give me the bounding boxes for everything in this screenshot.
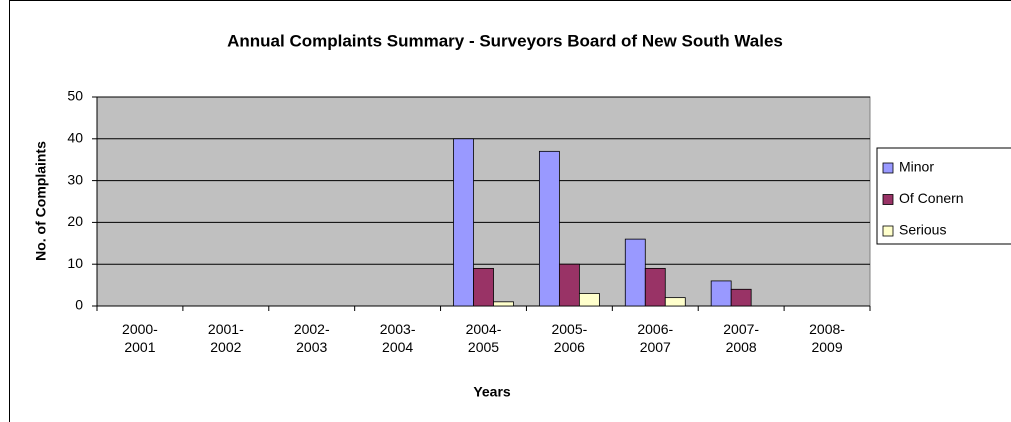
y-tick-label: 10 — [67, 255, 83, 271]
bar — [493, 301, 514, 307]
x-axis-label: Years — [473, 384, 511, 400]
bar — [644, 267, 666, 307]
bar — [473, 267, 494, 307]
bar — [558, 263, 580, 307]
y-axis-label: No. of Complaints — [33, 141, 49, 261]
legend-swatch — [882, 225, 894, 237]
bar — [710, 280, 732, 307]
legend-swatch — [882, 162, 894, 174]
x-tick-label: 2005-2006 — [551, 321, 588, 355]
x-tick-label: 2000-2001 — [122, 321, 158, 355]
bar — [624, 238, 646, 307]
legend-box — [876, 147, 1011, 245]
x-tick-label: 2006-2007 — [637, 321, 674, 355]
x-tick-label: 2003-2004 — [379, 321, 416, 355]
x-tick-label: 2001-2002 — [207, 321, 244, 355]
bar — [578, 293, 600, 307]
y-tick-label: 50 — [67, 88, 83, 104]
bar — [538, 150, 560, 307]
bar — [730, 288, 752, 307]
bar — [453, 138, 474, 307]
y-tick-label: 30 — [67, 171, 83, 187]
legend-swatch — [882, 194, 894, 205]
y-tick-label: 40 — [67, 130, 83, 146]
x-tick-label: 2008-2009 — [809, 321, 845, 355]
bar — [664, 297, 686, 307]
y-tick-label: 0 — [75, 297, 83, 313]
x-tick-label: 2007-2008 — [723, 321, 760, 355]
y-tick-label: 20 — [67, 213, 83, 229]
legend-label: Minor — [899, 159, 934, 175]
legend-label: Of Conern — [899, 190, 964, 206]
x-tick-label: 2002-2003 — [293, 321, 330, 355]
legend-label: Serious — [899, 222, 946, 238]
x-tick-label: 2004-2005 — [465, 321, 502, 355]
chart-title: Annual Complaints Summary - Surveyors Bo… — [227, 31, 783, 50]
